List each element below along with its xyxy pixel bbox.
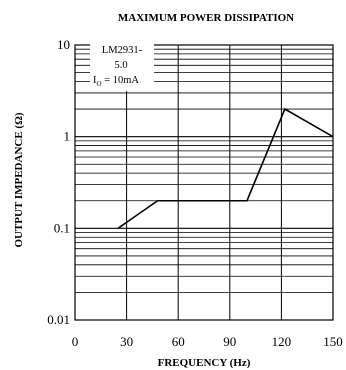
chart-title: MAXIMUM POWER DISSIPATION (118, 12, 294, 24)
x-axis-label: FREQUENCY (Hz) (158, 357, 251, 369)
annotation-current-value: = 10mA (102, 75, 140, 86)
x-tick-label: 120 (272, 334, 292, 349)
annotation-line3: IO = 10mA (93, 75, 139, 88)
annotation-line2: 5.0 (114, 60, 127, 71)
y-axis-label: OUTPUT IMPEDANCE (Ω) (13, 112, 25, 247)
y-tick-label: 0.1 (54, 220, 70, 235)
x-tick-label: 30 (120, 334, 133, 349)
x-tick-label: 60 (172, 334, 185, 349)
series-line (117, 107, 334, 229)
y-tick-label: 0.01 (47, 312, 70, 327)
y-tick-label: 10 (57, 37, 70, 52)
x-tick-label: 0 (72, 334, 79, 349)
x-tick-labels: 0 30 60 90 120 150 (72, 334, 343, 349)
x-tick-label: 90 (223, 334, 236, 349)
x-tick-label: 150 (323, 334, 343, 349)
annotation-current-symbol: I (93, 75, 97, 86)
annotation-line1: LM2931- (102, 45, 143, 56)
annotation: LM2931- 5.0 IO = 10mA (90, 43, 154, 91)
annotation-box (90, 43, 154, 91)
plot-frame (74, 44, 334, 321)
series-group (117, 107, 334, 229)
y-tick-label: 1 (64, 129, 71, 144)
y-tick-labels: 0.01 0.1 1 10 (47, 37, 70, 327)
annotation-current-subscript: O (97, 80, 102, 88)
